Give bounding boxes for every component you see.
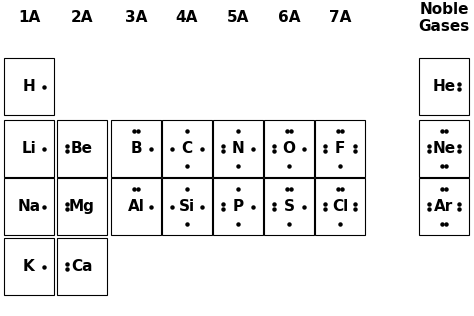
Bar [162,178,212,235]
Text: 6A: 6A [278,10,300,26]
Text: H: H [23,79,36,94]
Bar [419,58,469,115]
Text: F: F [335,141,345,156]
Bar [4,58,54,115]
Text: 4A: 4A [176,10,198,26]
Bar [4,238,54,295]
Bar [315,178,365,235]
Text: C: C [182,141,192,156]
Text: Ar: Ar [434,199,454,214]
Text: Li: Li [22,141,36,156]
Text: He: He [432,79,456,94]
Bar [111,178,161,235]
Bar [57,238,107,295]
Text: Na: Na [18,199,41,214]
Bar [4,120,54,177]
Text: Be: Be [71,141,93,156]
Text: 1A: 1A [18,10,40,26]
Text: Cl: Cl [332,199,348,214]
Bar [162,120,212,177]
Text: O: O [283,141,295,156]
Bar [57,120,107,177]
Text: K: K [23,259,35,274]
Bar [4,178,54,235]
Text: Al: Al [128,199,145,214]
Bar [57,178,107,235]
Bar [213,178,263,235]
Text: P: P [232,199,244,214]
Bar [264,178,314,235]
Text: Noble
Gases: Noble Gases [419,2,470,34]
Bar [419,178,469,235]
Text: 3A: 3A [125,10,147,26]
Bar [111,120,161,177]
Bar [419,120,469,177]
Bar [213,120,263,177]
Text: Ca: Ca [71,259,93,274]
Text: Si: Si [179,199,195,214]
Text: Mg: Mg [69,199,95,214]
Text: S: S [283,199,294,214]
Text: Ne: Ne [432,141,456,156]
Text: 2A: 2A [71,10,93,26]
Text: N: N [232,141,245,156]
Text: 5A: 5A [227,10,249,26]
Text: 7A: 7A [329,10,351,26]
Bar [264,120,314,177]
Bar [315,120,365,177]
Text: B: B [130,141,142,156]
